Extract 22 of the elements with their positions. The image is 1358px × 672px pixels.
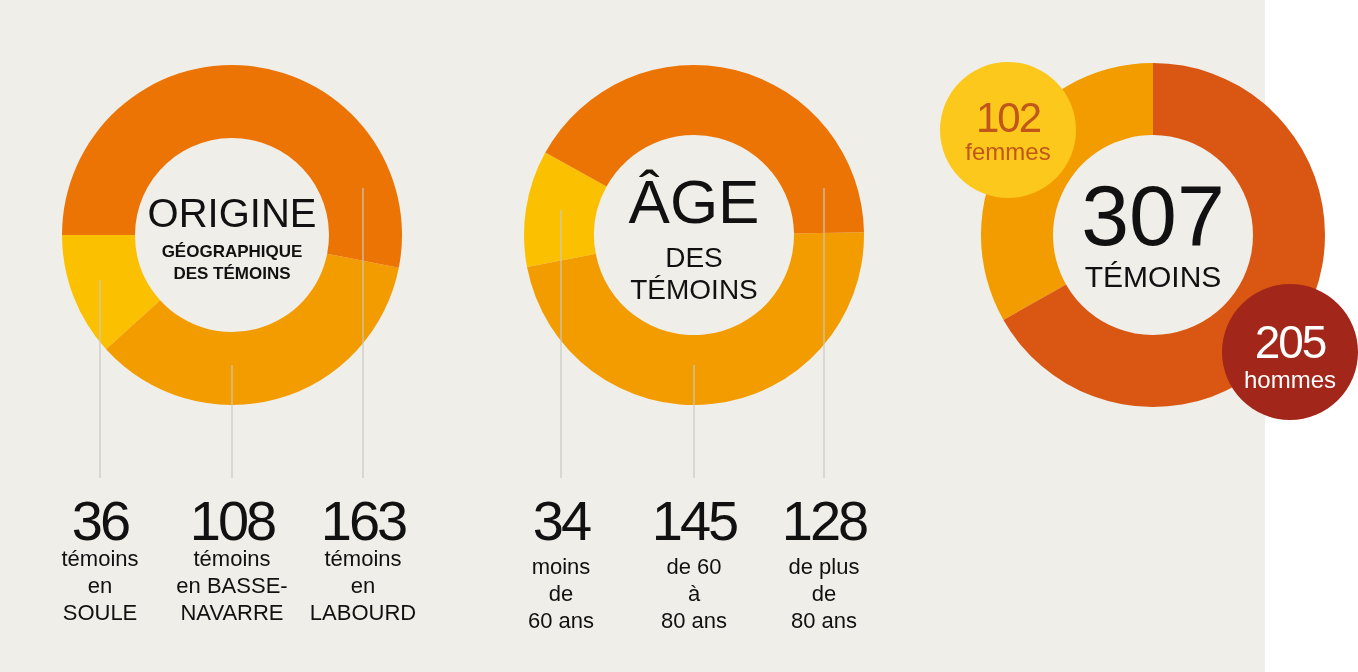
donut-slice [62,235,161,350]
slice-label: témoins en LABOURD [309,546,417,625]
text: ORIGINE [147,191,317,235]
slice-label: témoins en SOULE [61,546,139,625]
slice-label: hommes [1243,366,1337,393]
slice-label: témoins en BASSE- NAVARRE [176,546,288,625]
donut-slice [524,152,607,268]
data-label: 205 [1254,316,1326,368]
donut-slice [545,65,864,234]
text: GÉOGRAPHIQUE DES TÉMOINS [161,242,303,283]
data-label: 128 [781,489,868,552]
text: ÂGE [628,167,760,236]
slice-label: de 60 à 80 ans [660,554,728,633]
data-label: 102 [975,94,1041,141]
text: TÉMOINS [1084,260,1222,293]
data-label: 145 [651,489,738,552]
data-label: 34 [532,489,591,552]
slice-label: femmes [965,138,1051,165]
slice-label: de plus de 80 ans [788,554,860,633]
donut-slice [527,232,864,405]
text: DES TÉMOINS [630,242,758,305]
slice-label: moins de 60 ans [527,554,595,633]
